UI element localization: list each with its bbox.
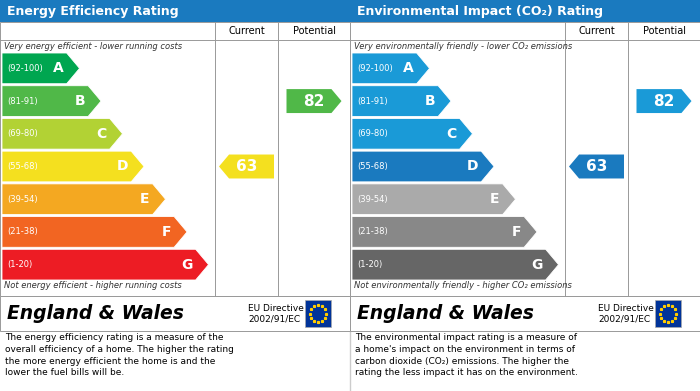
- Text: Not environmentally friendly - higher CO₂ emissions: Not environmentally friendly - higher CO…: [354, 281, 572, 290]
- Text: The environmental impact rating is a measure of
a home's impact on the environme: The environmental impact rating is a mea…: [355, 333, 578, 377]
- Bar: [305, 300, 331, 327]
- Text: 63: 63: [236, 159, 257, 174]
- Text: Potential: Potential: [293, 26, 335, 36]
- Text: Very environmentally friendly - lower CO₂ emissions: Very environmentally friendly - lower CO…: [354, 42, 573, 51]
- Text: (81-91): (81-91): [7, 97, 38, 106]
- Text: (92-100): (92-100): [7, 64, 43, 73]
- Text: (39-54): (39-54): [357, 195, 388, 204]
- Bar: [350, 296, 700, 331]
- Polygon shape: [636, 89, 692, 113]
- Polygon shape: [2, 184, 166, 215]
- Polygon shape: [352, 249, 559, 280]
- Text: 82: 82: [303, 93, 325, 109]
- Text: G: G: [181, 258, 193, 272]
- Polygon shape: [2, 249, 209, 280]
- Text: A: A: [403, 61, 414, 75]
- Polygon shape: [352, 86, 451, 117]
- Text: 63: 63: [586, 159, 607, 174]
- Bar: [655, 300, 681, 327]
- Text: 82: 82: [653, 93, 675, 109]
- Bar: [0, 296, 350, 331]
- Text: Not energy efficient - higher running costs: Not energy efficient - higher running co…: [4, 281, 182, 290]
- Bar: [350, 22, 700, 296]
- Text: Current: Current: [578, 26, 615, 36]
- Text: D: D: [467, 160, 478, 174]
- Text: A: A: [53, 61, 64, 75]
- Text: Current: Current: [228, 26, 265, 36]
- Text: (1-20): (1-20): [357, 260, 382, 269]
- Text: F: F: [512, 225, 521, 239]
- Polygon shape: [352, 217, 537, 247]
- Polygon shape: [352, 151, 494, 182]
- Polygon shape: [219, 154, 274, 178]
- Text: F: F: [162, 225, 171, 239]
- Text: EU Directive
2002/91/EC: EU Directive 2002/91/EC: [598, 304, 654, 323]
- Text: C: C: [447, 127, 456, 141]
- Text: (39-54): (39-54): [7, 195, 38, 204]
- Bar: [0, 22, 350, 296]
- Text: C: C: [97, 127, 106, 141]
- Text: (81-91): (81-91): [357, 97, 388, 106]
- Text: (69-80): (69-80): [7, 129, 38, 138]
- Text: England & Wales: England & Wales: [357, 304, 534, 323]
- Bar: [350, 0, 700, 22]
- Text: (21-38): (21-38): [357, 228, 388, 237]
- Text: G: G: [531, 258, 542, 272]
- Polygon shape: [352, 118, 473, 149]
- Text: England & Wales: England & Wales: [7, 304, 184, 323]
- Text: E: E: [140, 192, 150, 206]
- Text: (1-20): (1-20): [7, 260, 32, 269]
- Text: Environmental Impact (CO₂) Rating: Environmental Impact (CO₂) Rating: [357, 5, 603, 18]
- Text: B: B: [74, 94, 85, 108]
- Text: D: D: [117, 160, 128, 174]
- Text: Very energy efficient - lower running costs: Very energy efficient - lower running co…: [4, 42, 182, 51]
- Text: B: B: [424, 94, 435, 108]
- Bar: [0, 0, 350, 22]
- Polygon shape: [2, 151, 144, 182]
- Text: (92-100): (92-100): [357, 64, 393, 73]
- Polygon shape: [2, 217, 187, 247]
- Text: (21-38): (21-38): [7, 228, 38, 237]
- Polygon shape: [2, 118, 122, 149]
- Text: (55-68): (55-68): [7, 162, 38, 171]
- Polygon shape: [569, 154, 624, 178]
- Polygon shape: [2, 86, 101, 117]
- Text: The energy efficiency rating is a measure of the
overall efficiency of a home. T: The energy efficiency rating is a measur…: [5, 333, 234, 377]
- Polygon shape: [286, 89, 342, 113]
- Polygon shape: [2, 53, 80, 84]
- Text: Energy Efficiency Rating: Energy Efficiency Rating: [7, 5, 178, 18]
- Text: (69-80): (69-80): [357, 129, 388, 138]
- Text: EU Directive
2002/91/EC: EU Directive 2002/91/EC: [248, 304, 304, 323]
- Polygon shape: [352, 53, 430, 84]
- Text: Potential: Potential: [643, 26, 685, 36]
- Text: E: E: [490, 192, 500, 206]
- Text: (55-68): (55-68): [357, 162, 388, 171]
- Polygon shape: [352, 184, 515, 215]
